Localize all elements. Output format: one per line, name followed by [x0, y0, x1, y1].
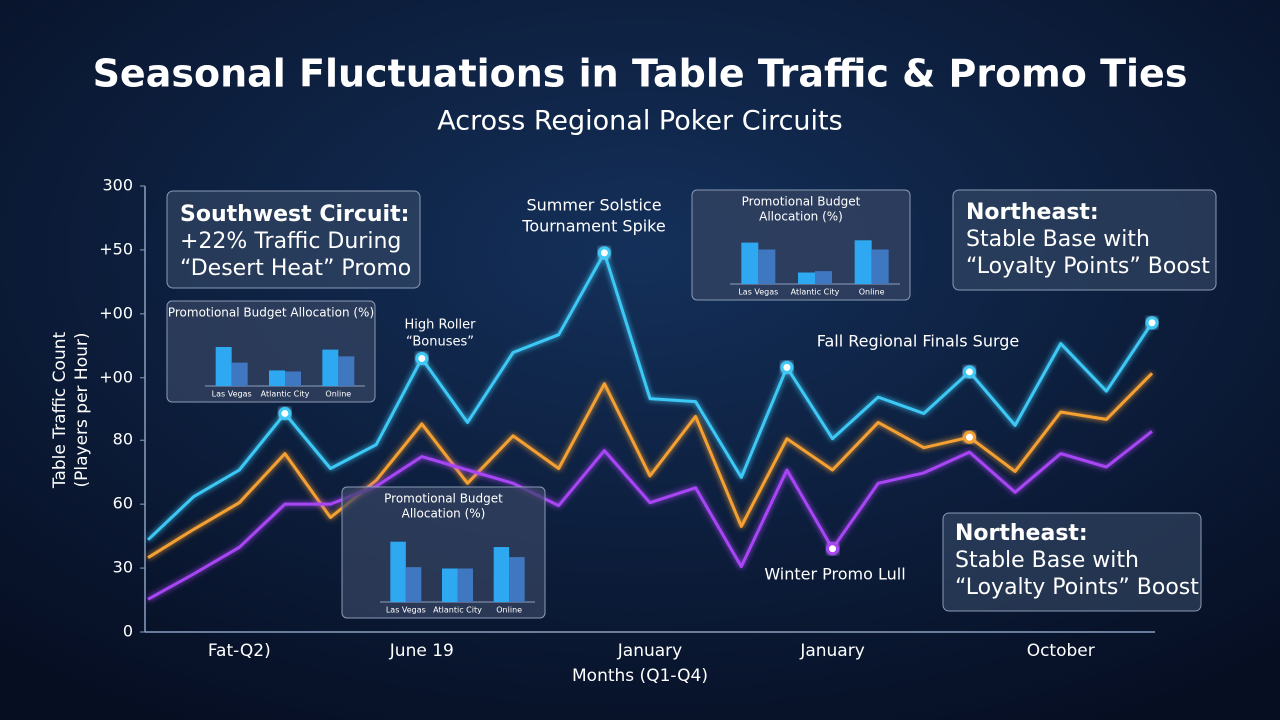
inset-bar	[509, 557, 525, 602]
inset-x-label: Las Vegas	[212, 390, 252, 399]
inset-bar	[390, 541, 406, 602]
point-marker	[826, 542, 840, 556]
annotation-text: Northeast:	[955, 521, 1088, 546]
point-marker	[1145, 316, 1159, 330]
inset-x-label: Online	[496, 606, 522, 615]
inset-bar	[871, 249, 889, 284]
inset-bar	[338, 356, 355, 386]
inset-bar	[493, 547, 510, 602]
inset-bar	[854, 240, 872, 284]
y-tick-label: +00	[99, 303, 133, 322]
annotation-text: Stable Base with	[955, 548, 1139, 573]
annotation-text: “Loyalty Points” Boost	[966, 254, 1210, 279]
point-marker	[962, 365, 976, 379]
inset-bar	[231, 362, 248, 386]
inset-title: Promotional Budget	[742, 195, 861, 209]
chart-subtitle: Across Regional Poker Circuits	[437, 106, 842, 137]
inset-bar	[285, 371, 301, 386]
inset-x-label: Atlantic City	[261, 390, 310, 399]
inset-bar	[815, 271, 832, 284]
x-axis-label: Months (Q1-Q4)	[572, 666, 708, 686]
inset-bar	[798, 272, 815, 284]
annotation-text: “Bonuses”	[406, 335, 474, 350]
y-axis-label-line: (Players per Hour)	[72, 332, 92, 487]
y-tick-label: +50	[99, 239, 133, 258]
inset-bar	[405, 567, 422, 602]
x-tick-label: Fat-Q2)	[208, 641, 271, 661]
annotation-text: “Loyalty Points” Boost	[955, 575, 1199, 600]
inset-x-label: Las Vegas	[386, 606, 426, 615]
y-tick-label: 300	[102, 176, 133, 195]
inset-bar	[322, 349, 339, 386]
point-marker	[962, 430, 976, 444]
y-axis-label-line: Table Traffic Count	[50, 332, 70, 490]
annotation-text: Summer Solstice	[526, 196, 661, 215]
inset-title: Allocation (%)	[759, 210, 843, 224]
y-tick-label: 60	[113, 494, 133, 513]
annotation-text: Stable Base with	[966, 227, 1150, 252]
series-line	[146, 251, 1154, 541]
y-tick-label: +00	[99, 367, 133, 386]
inset-bar	[741, 242, 759, 284]
series-line	[147, 372, 1154, 559]
annotation-text: Tournament Spike	[521, 217, 665, 236]
inset-bar	[269, 370, 285, 386]
inset-x-label: Online	[859, 288, 885, 297]
x-tick-label: October	[1027, 641, 1095, 661]
inset-title: Allocation (%)	[402, 507, 486, 521]
y-axis-label: Table Traffic Count (Players per Hour)	[50, 332, 92, 490]
point-marker	[415, 351, 429, 365]
y-tick-label: 0	[123, 622, 133, 641]
annotation-box	[166, 190, 421, 289]
inset-x-label: Online	[325, 390, 351, 399]
point-marker	[278, 406, 292, 420]
inset-x-label: Atlantic City	[433, 606, 482, 615]
annotation-text: Northeast:	[966, 200, 1099, 225]
chart-title: Seasonal Fluctuations in Table Traffic &…	[93, 52, 1188, 96]
annotation-text: Southwest Circuit:	[180, 202, 409, 227]
annotation-box	[952, 189, 1217, 291]
inset-bar	[758, 249, 776, 284]
x-tick-label: January	[617, 641, 682, 661]
inset-x-label: Las Vegas	[738, 288, 778, 297]
y-tick-label: 80	[113, 430, 133, 449]
annotation-box	[942, 512, 1202, 612]
point-marker	[597, 246, 611, 260]
annotation-text: Winter Promo Lull	[764, 565, 905, 584]
annotation-text: High Roller	[405, 318, 477, 333]
inset-title: Promotional Budget Allocation (%)	[168, 306, 374, 320]
x-tick-label: January	[799, 641, 864, 661]
inset-bar	[215, 347, 232, 386]
series-line	[147, 430, 1153, 601]
annotation-text: “Desert Heat” Promo	[180, 256, 411, 281]
y-tick-label: 30	[113, 558, 133, 577]
annotation-text: +22% Traffic During	[180, 229, 401, 254]
inset-title: Promotional Budget	[384, 492, 503, 506]
inset-bar	[457, 568, 473, 602]
inset-x-label: Atlantic City	[791, 288, 840, 297]
point-marker	[780, 360, 794, 374]
x-tick-label: June 19	[389, 641, 454, 661]
inset-bar	[442, 568, 458, 602]
annotation-text: Fall Regional Finals Surge	[817, 332, 1020, 351]
